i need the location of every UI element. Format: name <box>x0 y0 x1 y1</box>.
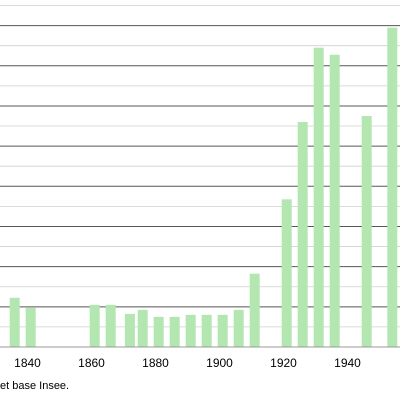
bar <box>217 314 228 347</box>
bar <box>124 313 135 347</box>
bar <box>137 309 148 347</box>
bar <box>233 309 244 347</box>
bar <box>297 122 308 347</box>
x-tick-label: 1880 <box>142 356 169 370</box>
source-caption: et base Insee. <box>0 380 70 392</box>
bar <box>387 27 398 348</box>
bar <box>9 297 20 347</box>
bar <box>329 54 340 347</box>
bar <box>153 316 164 347</box>
gridlines <box>0 5 400 328</box>
bar <box>281 199 292 347</box>
bar <box>89 304 100 347</box>
x-tick-label: 1940 <box>334 356 361 370</box>
x-tick-labels: 18401860188019001920194019 <box>14 356 361 370</box>
bars <box>9 27 398 348</box>
bar <box>105 304 116 347</box>
bar <box>169 316 180 347</box>
x-tick-label: 1860 <box>78 356 105 370</box>
bar <box>361 115 372 347</box>
x-tick-label: 1840 <box>14 356 41 370</box>
bar <box>313 47 324 347</box>
bar <box>25 307 36 347</box>
bar <box>249 273 260 347</box>
bar <box>201 314 212 347</box>
bar <box>185 314 196 347</box>
x-tick-label: 1900 <box>206 356 233 370</box>
x-tick-label: 1920 <box>270 356 297 370</box>
